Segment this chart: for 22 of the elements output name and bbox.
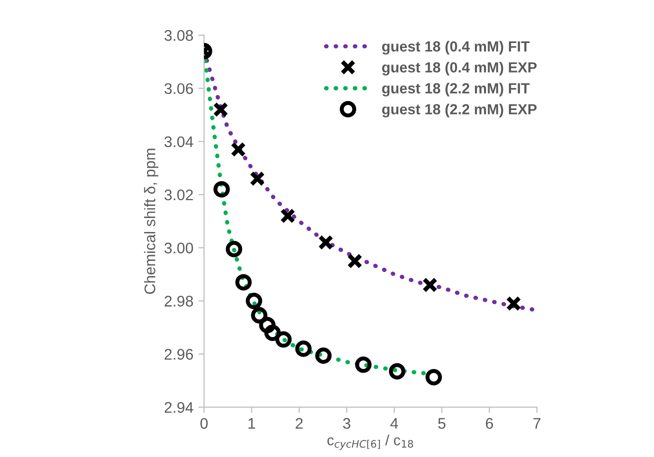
x-axis-title: c$_{cycHC[6]}$ / c$_{18}$ bbox=[327, 434, 414, 450]
legend-label: guest 18 (2.2 mM) FIT bbox=[382, 82, 530, 96]
x-tick-label: 1 bbox=[248, 418, 256, 429]
legend-label: guest 18 (0.4 mM) EXP bbox=[382, 62, 537, 76]
x-tick-label: 3 bbox=[343, 418, 350, 429]
y-tick-label: 3.04 bbox=[164, 136, 194, 148]
x-tick-label: 0 bbox=[200, 418, 208, 429]
x-tick-label: 6 bbox=[486, 418, 493, 429]
x-tick-label: 2 bbox=[296, 418, 303, 429]
x-tick-label: 7 bbox=[533, 418, 540, 429]
y-axis-title: Chemical shift δ, ppm bbox=[144, 148, 158, 294]
legend-label: guest 18 (0.4 mM) FIT bbox=[382, 40, 530, 55]
y-tick-label: 3.08 bbox=[164, 30, 193, 41]
x-tick-label: 5 bbox=[438, 418, 446, 429]
y-tick-label: 2.96 bbox=[164, 348, 193, 360]
y-tick-label: 3.00 bbox=[164, 242, 194, 254]
y-tick-label: 3.06 bbox=[164, 83, 193, 94]
y-tick-label: 2.98 bbox=[164, 296, 193, 307]
x-tick-label: 4 bbox=[390, 418, 398, 429]
y-tick-label: 2.94 bbox=[164, 402, 194, 413]
y-tick-label: 3.02 bbox=[164, 189, 193, 200]
legend-label: guest 18 (2.2 mM) EXP bbox=[382, 104, 537, 118]
